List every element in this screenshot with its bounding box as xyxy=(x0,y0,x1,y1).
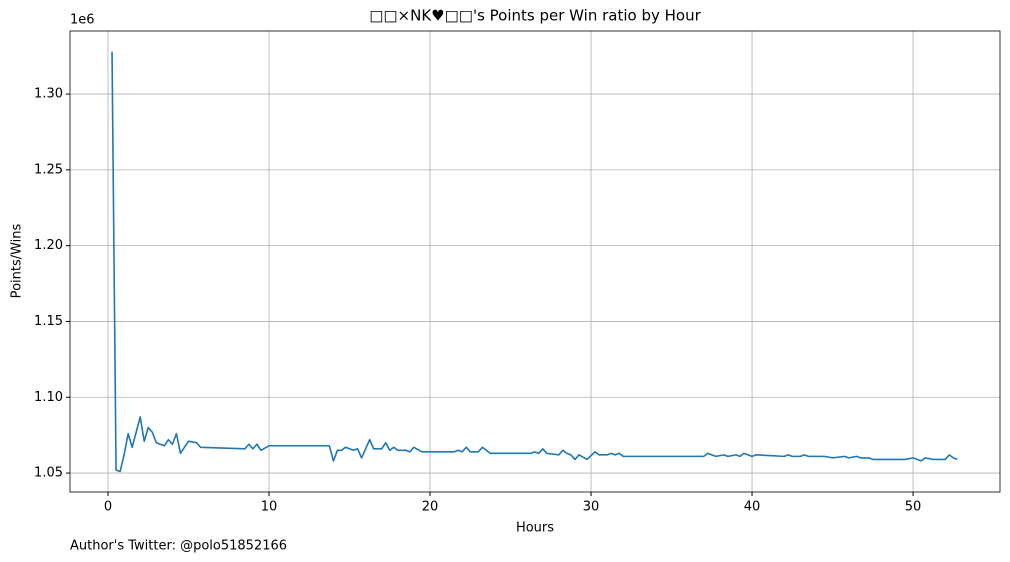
x-tick-label: 40 xyxy=(744,500,761,515)
x-tick-label: 10 xyxy=(261,500,278,515)
y-tick-label: 1.30 xyxy=(34,87,63,102)
data-line xyxy=(111,51,958,473)
y-tick-label: 1.20 xyxy=(34,238,63,253)
x-tick-label: 30 xyxy=(583,500,600,515)
y-tick-label: 1.15 xyxy=(34,314,63,329)
footer: Author's Twitter: @polo51852166 xyxy=(70,539,287,554)
x-tick-label: 50 xyxy=(905,500,922,515)
y-tick-label: 1.10 xyxy=(34,390,63,405)
y-tick-label: 1.05 xyxy=(34,466,63,481)
x-axis-label: Hours xyxy=(516,521,554,536)
x-tick-label: 0 xyxy=(104,500,112,515)
y-tick-label: 1.25 xyxy=(34,162,63,177)
x-tick-label: 20 xyxy=(422,500,439,515)
y-axis-label: Points/Wins xyxy=(10,223,25,298)
y-offset-label: 1e6 xyxy=(70,13,95,28)
chart-title: □□×NK♥□□'s Points per Win ratio by Hour xyxy=(369,7,701,25)
plot-frame xyxy=(69,30,1001,493)
